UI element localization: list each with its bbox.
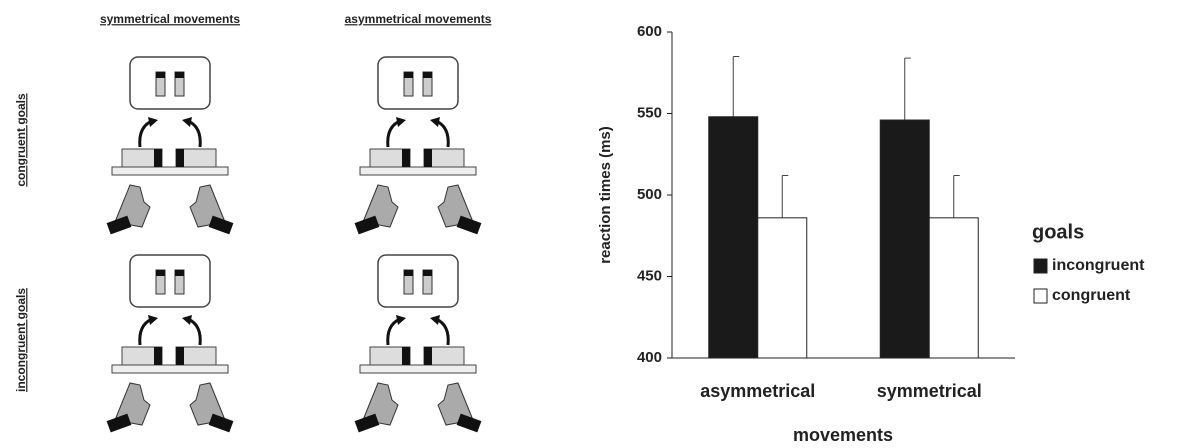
row-label: incongruent goals [14, 288, 28, 392]
x-tick-label: symmetrical [877, 381, 982, 401]
column-label: symmetrical movements [100, 12, 240, 26]
diagram-cell [353, 253, 483, 434]
y-tick-label: 500 [637, 186, 662, 203]
bar [879, 119, 930, 359]
y-tick-label: 450 [637, 267, 662, 284]
legend-swatch [1033, 258, 1048, 274]
legend-title: goals [1032, 221, 1084, 243]
x-axis-title: movements [793, 425, 893, 445]
column-label: asymmetrical movements [345, 12, 492, 26]
error-bar [732, 55, 740, 117]
diagram-cell [105, 253, 235, 434]
legend-swatch [1033, 288, 1048, 304]
legend-label: incongruent [1052, 257, 1145, 274]
bar-chart: reaction times (ms) movements goals 400 4… [597, 23, 1145, 445]
y-tick-label: 400 [637, 349, 662, 366]
row-label: congruent goals [14, 93, 28, 187]
error-bar [904, 57, 911, 121]
legend-label: congruent [1052, 287, 1131, 304]
x-tick-label: asymmetrical [700, 381, 815, 401]
bar [757, 217, 808, 359]
diagram-cell [105, 55, 235, 236]
bar [928, 217, 979, 359]
bar [708, 116, 759, 359]
y-tick-label: 600 [637, 23, 662, 40]
error-bar [953, 174, 960, 218]
y-tick-label: 550 [637, 104, 662, 121]
y-axis-title: reaction times (ms) [597, 126, 614, 264]
error-bar [781, 174, 789, 218]
diagram-cell [353, 55, 483, 236]
